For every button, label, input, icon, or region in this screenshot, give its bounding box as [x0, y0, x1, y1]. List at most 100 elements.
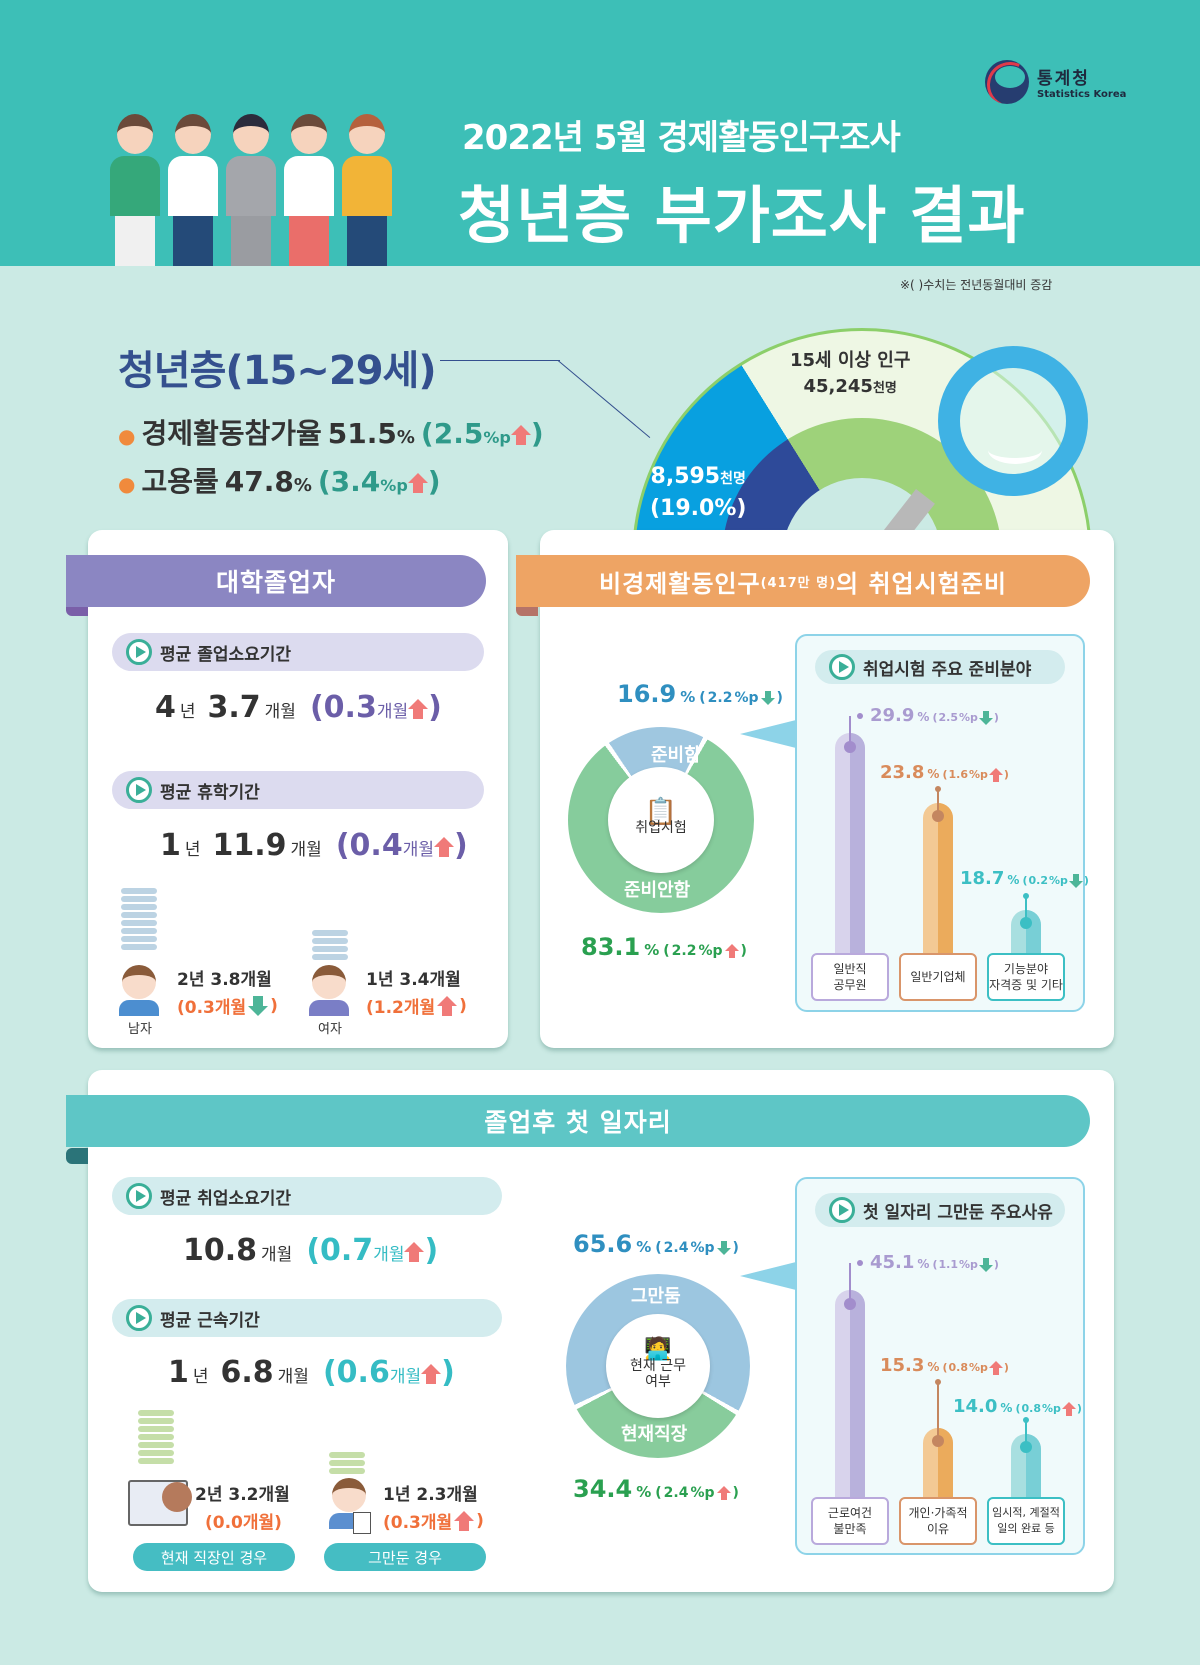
not-prepare-pct: 83.1% (2.2 %p)	[581, 933, 747, 961]
female-label: 여자	[318, 1022, 342, 1037]
play-arrow-icon	[829, 654, 855, 680]
population-youth-label: 8,595천명 (19.0%)	[650, 464, 747, 521]
arrow-down-icon	[978, 1257, 993, 1272]
exam-ribbon: 비경제활동인구 (417만 명) 의 취업시험준비	[516, 555, 1090, 607]
college-ribbon: 대학졸업자	[66, 555, 486, 607]
arrow-up-icon	[404, 1241, 425, 1262]
male-label: 남자	[128, 1022, 152, 1037]
working-conditions-value: 45.1% (1.1 %p)	[870, 1252, 999, 1273]
category-civil-servant: 일반직 공무원	[811, 953, 889, 1001]
female-change: (1.2개월)	[366, 995, 467, 1018]
arrow-down-icon	[760, 691, 775, 705]
tenure-period-pill: 평균 근속기간	[112, 1299, 502, 1337]
population-total-label: 15세 이상 인구 45,245천명	[790, 350, 911, 397]
segment-label-current: 현재직장	[621, 1424, 688, 1445]
worker-at-computer-icon: 🧑‍💻	[644, 1337, 672, 1362]
people-illustration	[110, 98, 420, 266]
page-subtitle: 2022년 5월 경제활동인구조사	[462, 118, 901, 158]
quit-reasons-title: 첫 일자리 그만둔 주요사유	[815, 1193, 1065, 1227]
arrow-up-icon	[724, 944, 739, 958]
job-search-period-value: 10.8 개월 (0.7개월)	[183, 1233, 439, 1268]
participation-rate: ● 경제활동참가율 51.5% (2.5%p)	[118, 417, 544, 450]
private-company-value: 23.8% (1.6 %p)	[880, 762, 1009, 783]
quit-job-case-label: 그만둔 경우	[324, 1543, 486, 1571]
male-stack-bar	[121, 888, 157, 950]
arrow-up-icon	[408, 698, 429, 719]
play-arrow-icon	[126, 777, 152, 803]
connector-line-diagonal	[557, 360, 651, 439]
employment-rate: ● 고용률 47.8% (3.4%p)	[118, 465, 441, 498]
leave-period-pill: 평균 휴학기간	[112, 771, 484, 809]
bar-working-conditions	[835, 1290, 865, 1502]
current-job-case-label: 현재 직장인 경우	[133, 1543, 295, 1571]
current-job-change: (0.0개월)	[205, 1513, 282, 1533]
quit-job-change: (0.3개월)	[383, 1510, 484, 1533]
arrow-up-icon	[716, 1486, 731, 1500]
arrow-up-icon	[433, 836, 454, 857]
org-name-en: Statistics Korea	[1037, 89, 1127, 100]
category-working-conditions: 근로여건 불만족	[811, 1497, 889, 1545]
arrow-up-icon	[407, 473, 428, 493]
magnifier-icon	[938, 346, 1088, 496]
female-stack-bar	[312, 930, 348, 960]
category-temporary-work: 임시적, 계절적 일의 완료 등	[987, 1497, 1065, 1545]
segment-label-prepare: 준비함	[651, 745, 701, 766]
play-arrow-icon	[126, 1305, 152, 1331]
play-arrow-icon	[126, 1183, 152, 1209]
temporary-work-value: 14.0% (0.8 %p)	[953, 1396, 1082, 1417]
bar-private-company	[923, 803, 953, 958]
category-technical: 기능분야 자격증 및 기타	[987, 953, 1065, 1001]
footnote: ※( )수치는 전년동월대비 증감	[900, 278, 1053, 292]
technical-value: 18.7% (0.2 %p)	[960, 868, 1089, 889]
quit-pct: 65.6% (2.4 %p)	[573, 1230, 739, 1258]
connector-line	[440, 360, 560, 361]
page-title: 청년층 부가조사 결과	[458, 179, 1026, 252]
arrow-up-icon	[988, 1360, 1003, 1375]
prepare-pct: 16.9% (2.2 %p)	[617, 680, 783, 708]
paper-icon	[353, 1512, 371, 1534]
arrow-up-icon	[988, 767, 1003, 782]
arrow-up-icon	[1061, 1401, 1076, 1416]
current-job-value: 2년 3.2개월	[195, 1485, 290, 1505]
female-value: 1년 3.4개월	[366, 970, 461, 990]
arrow-up-icon	[454, 1510, 475, 1531]
current-pct: 34.4% (2.4 %p)	[573, 1475, 739, 1503]
first-job-ribbon: 졸업후 첫 일자리	[66, 1095, 1090, 1147]
arrow-down-icon	[716, 1241, 731, 1255]
personal-family-value: 15.3% (0.8 %p)	[880, 1355, 1009, 1376]
job-status-donut-center: 🧑‍💻 현재 근무 여부	[606, 1314, 710, 1418]
arrow-down-icon	[1068, 873, 1083, 888]
arrow-down-icon	[978, 710, 993, 725]
taegeuk-logo-icon	[985, 60, 1029, 104]
category-private-company: 일반기업체	[899, 953, 977, 1001]
youth-title: 청년층(15~29세)	[118, 348, 437, 394]
clipboard-pencil-icon: 📋	[644, 797, 678, 827]
segment-label-quit: 그만둠	[631, 1286, 681, 1307]
exam-donut-center: 📋 취업시험	[608, 767, 714, 873]
arrow-down-icon	[248, 995, 269, 1016]
bar-personal-family	[923, 1428, 953, 1502]
exam-fields-title: 취업시험 주요 준비분야	[815, 650, 1065, 684]
org-name-ko: 통계청	[1037, 69, 1090, 89]
male-value: 2년 3.8개월	[177, 970, 272, 990]
arrow-up-icon	[510, 425, 531, 445]
female-avatar-icon	[309, 965, 349, 1017]
segment-label-not-prepare: 준비안함	[624, 880, 691, 901]
male-change: (0.3개월)	[177, 995, 278, 1018]
arrow-up-icon	[421, 1363, 442, 1384]
current-job-stack-bar	[138, 1410, 174, 1464]
bar-civil-servant	[835, 733, 865, 958]
job-search-period-pill: 평균 취업소요기간	[112, 1177, 502, 1215]
graduation-period-pill: 평균 졸업소요기간	[112, 633, 484, 671]
category-personal-family: 개인·가족적 이유	[899, 1497, 977, 1545]
quit-job-stack-bar	[329, 1452, 365, 1474]
play-arrow-icon	[126, 639, 152, 665]
play-arrow-icon	[829, 1197, 855, 1223]
quit-job-value: 1년 2.3개월	[383, 1485, 478, 1505]
statistics-korea-logo: 통계청 Statistics Korea	[985, 60, 1126, 104]
male-avatar-icon	[119, 965, 159, 1017]
